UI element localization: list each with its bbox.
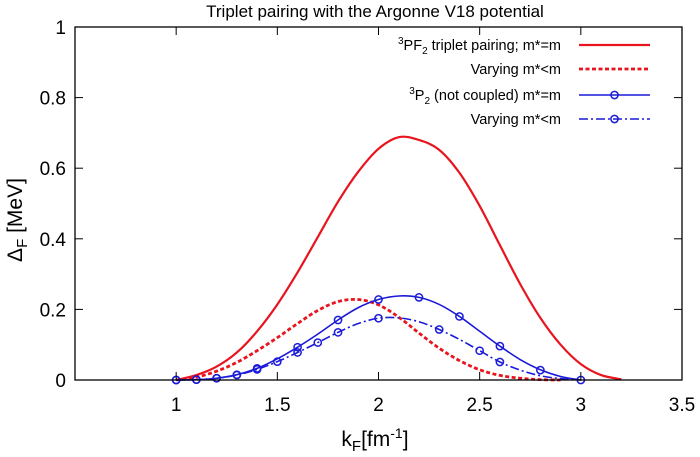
ticks-layer: 1 1.5 2 2.5 3 3.5 0 0.2 0.4 0.6 0.8 1 <box>40 18 696 416</box>
data-point <box>232 370 242 380</box>
series-layer <box>171 135 622 385</box>
data-point <box>252 365 262 374</box>
data-point <box>272 357 282 366</box>
series-line <box>176 316 581 381</box>
x-axis-label-unit: [fm <box>361 428 390 451</box>
y-tick-label: 1 <box>55 18 66 39</box>
data-point <box>212 373 221 383</box>
legend-label: Varying m*<m <box>471 62 561 78</box>
series-line <box>176 295 581 381</box>
y-axis-label-main: Δ <box>4 248 27 262</box>
legend-label-rest: (not coupled) m*=m <box>430 88 561 104</box>
x-axis-label: kF[fm-1] <box>341 425 408 455</box>
legend-label-sup: 3 <box>409 86 415 97</box>
y-tick-label: 0.8 <box>40 89 66 110</box>
legend-label: Varying m*<m <box>471 112 561 128</box>
y-axis-label-unit: [MeV] <box>4 178 27 239</box>
legend-marker <box>610 90 619 100</box>
data-point <box>495 357 505 367</box>
series-line <box>175 297 561 382</box>
data-point <box>293 348 302 357</box>
y-tick-label: 0.4 <box>40 230 67 251</box>
x-tick-label: 3 <box>576 395 587 416</box>
legend-label-sup: 3 <box>398 36 404 47</box>
legend-label-main: P <box>415 88 425 104</box>
data-point <box>374 313 383 323</box>
series-1 <box>175 135 622 382</box>
chart-title: Triplet pairing with the Argonne V18 pot… <box>206 2 544 21</box>
x-axis-label-sup: -1 <box>390 425 403 441</box>
x-tick-label: 1.5 <box>264 395 290 416</box>
y-axis-label-sub: F <box>14 239 31 248</box>
legend-label: 3P2 (not coupled) m*=m <box>409 86 561 107</box>
data-point <box>455 312 464 321</box>
legend-marker <box>610 114 619 124</box>
data-point <box>414 293 424 302</box>
data-point <box>495 341 505 351</box>
y-axis-label: ΔF [MeV] <box>4 178 31 262</box>
legend-label-rest: triplet pairing; m*=m <box>428 38 561 54</box>
legend-label-sub: 2 <box>422 46 428 57</box>
series-line <box>175 135 622 382</box>
data-point <box>293 342 302 352</box>
data-point <box>313 338 323 347</box>
x-tick-label: 3.5 <box>669 395 695 416</box>
legend-label: 3PF2 triplet pairing; m*=m <box>398 36 561 57</box>
series-2 <box>175 297 561 382</box>
x-axis-label-close: ] <box>403 428 409 451</box>
legend-label-main: PF <box>404 38 423 54</box>
data-point <box>374 295 383 304</box>
x-axis-label-sub: F <box>352 438 361 455</box>
data-point <box>333 315 343 325</box>
legend-label-sub: 2 <box>424 96 430 107</box>
y-tick-label: 0.6 <box>40 159 66 180</box>
x-tick-label: 1 <box>171 395 182 416</box>
data-point <box>475 346 485 356</box>
y-tick-label: 0 <box>55 371 66 392</box>
x-tick-label: 2 <box>373 395 384 416</box>
y-tick-label: 0.2 <box>40 300 66 321</box>
data-point <box>434 325 444 334</box>
data-point <box>333 327 343 337</box>
x-tick-label: 2.5 <box>466 395 492 416</box>
x-axis-label-main: k <box>341 428 352 451</box>
data-point <box>536 365 545 375</box>
